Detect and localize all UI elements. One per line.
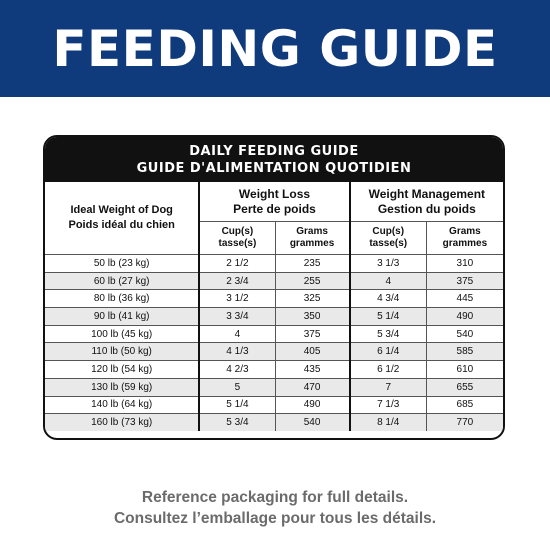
loss-grams-cell: 325 [274, 289, 351, 309]
weight-cell: 110 lb (50 kg) [45, 342, 201, 362]
weight-loss-fr: Perte de poids [233, 201, 316, 216]
page-title: FEEDING GUIDE [52, 19, 498, 78]
footer-note-fr: Consultez l’emballage pour tous les déta… [113, 510, 437, 527]
loss-cups-en: Cup(s) [221, 226, 254, 237]
loss-cups-cell: 3 3/4 [198, 307, 276, 326]
mgmt-grams-header: Grams grammes [425, 221, 503, 255]
mgmt-cups-cell: 8 1/4 [349, 413, 427, 431]
table-row: 60 lb (27 kg) 2 3/4 255 4 375 [45, 271, 503, 291]
footer-note: Reference packaging for full details. Co… [0, 487, 550, 529]
loss-grams-cell: 350 [274, 307, 351, 326]
weight-management-en: Weight Management [368, 186, 486, 201]
mgmt-cups-cell: 4 [349, 271, 427, 291]
mgmt-cups-header: Cup(s) tasse(s) [349, 221, 427, 255]
mgmt-grams-cell: 375 [425, 271, 503, 291]
loss-cups-header: Cup(s) tasse(s) [199, 221, 276, 255]
table-row: 160 lb (73 kg) 5 3/4 540 8 1/4 770 [45, 413, 503, 431]
weight-cell: 140 lb (64 kg) [45, 395, 201, 415]
mgmt-grams-fr: grammes [442, 238, 488, 249]
loss-grams-cell: 235 [274, 254, 351, 273]
mgmt-cups-cell: 7 [349, 377, 427, 397]
mgmt-grams-cell: 310 [425, 254, 503, 273]
loss-grams-header: Grams grammes [274, 221, 351, 255]
mgmt-cups-cell: 5 1/4 [349, 307, 427, 326]
card-title-fr: GUIDE D'ALIMENTATION QUOTIDIEN [136, 160, 412, 176]
weight-management-header: Weight Management Gestion du poids [349, 182, 503, 222]
mgmt-cups-cell: 7 1/3 [349, 395, 427, 415]
feeding-guide-card: DAILY FEEDING GUIDE GUIDE D'ALIMENTATION… [43, 135, 505, 440]
mgmt-grams-cell: 490 [425, 307, 503, 326]
loss-grams-cell: 470 [274, 377, 351, 397]
loss-cups-cell: 3 1/2 [198, 289, 276, 309]
weight-cell: 90 lb (41 kg) [45, 307, 201, 326]
mgmt-grams-cell: 655 [425, 377, 503, 397]
table-row: 100 lb (45 kg) 4 375 5 3/4 540 [45, 324, 503, 344]
loss-cups-cell: 4 1/3 [198, 342, 276, 362]
weight-cell: 120 lb (54 kg) [45, 360, 201, 379]
table-row: 50 lb (23 kg) 2 1/2 235 3 1/3 310 [45, 254, 503, 273]
footer-note-en: Reference packaging for full details. [141, 489, 409, 506]
weight-cell: 60 lb (27 kg) [45, 271, 201, 291]
weight-cell: 50 lb (23 kg) [45, 254, 201, 273]
table-row: 130 lb (59 kg) 5 470 7 655 [45, 377, 503, 397]
loss-cups-cell: 2 1/2 [198, 254, 276, 273]
card-header: DAILY FEEDING GUIDE GUIDE D'ALIMENTATION… [45, 137, 503, 182]
table-row: 140 lb (64 kg) 5 1/4 490 7 1/3 685 [45, 395, 503, 415]
loss-cups-cell: 4 [198, 324, 276, 344]
card-title-en: DAILY FEEDING GUIDE [189, 143, 359, 159]
loss-cups-fr: tasse(s) [218, 238, 257, 249]
mgmt-grams-cell: 610 [425, 360, 503, 379]
loss-grams-fr: grammes [289, 238, 335, 249]
loss-grams-cell: 375 [274, 324, 351, 344]
loss-grams-en: Grams [296, 226, 328, 237]
loss-cups-cell: 5 3/4 [198, 413, 276, 431]
header-banner: FEEDING GUIDE [0, 0, 550, 97]
mgmt-grams-cell: 770 [425, 413, 503, 431]
loss-grams-cell: 435 [274, 360, 351, 379]
mgmt-cups-cell: 3 1/3 [349, 254, 427, 273]
weight-loss-en: Weight Loss [238, 186, 311, 201]
mgmt-grams-en: Grams [449, 226, 481, 237]
mgmt-grams-cell: 540 [425, 324, 503, 344]
mgmt-grams-cell: 585 [425, 342, 503, 362]
mgmt-grams-cell: 445 [425, 289, 503, 309]
mgmt-cups-cell: 6 1/4 [349, 342, 427, 362]
mgmt-cups-en: Cup(s) [372, 226, 405, 237]
weight-cell: 100 lb (45 kg) [45, 324, 201, 344]
weight-loss-header: Weight Loss Perte de poids [198, 182, 351, 222]
loss-cups-cell: 5 [198, 377, 276, 397]
weight-column-header: Ideal Weight of Dog Poids idéal du chien [45, 182, 201, 255]
feeding-table: Ideal Weight of Dog Poids idéal du chien… [45, 182, 503, 431]
table-row: 90 lb (41 kg) 3 3/4 350 5 1/4 490 [45, 307, 503, 326]
weight-header-fr: Poids idéal du chien [68, 219, 175, 231]
loss-grams-cell: 540 [274, 413, 351, 431]
loss-cups-cell: 4 2/3 [198, 360, 276, 379]
weight-cell: 130 lb (59 kg) [45, 377, 201, 397]
mgmt-grams-cell: 685 [425, 395, 503, 415]
mgmt-cups-cell: 6 1/2 [349, 360, 427, 379]
loss-grams-cell: 255 [274, 271, 351, 291]
mgmt-cups-cell: 5 3/4 [349, 324, 427, 344]
table-row: 120 lb (54 kg) 4 2/3 435 6 1/2 610 [45, 360, 503, 379]
weight-header-en: Ideal Weight of Dog [70, 204, 173, 216]
weight-cell: 160 lb (73 kg) [45, 413, 201, 431]
loss-cups-cell: 2 3/4 [198, 271, 276, 291]
table-row: 80 lb (36 kg) 3 1/2 325 4 3/4 445 [45, 289, 503, 309]
loss-cups-cell: 5 1/4 [198, 395, 276, 415]
table-row: 110 lb (50 kg) 4 1/3 405 6 1/4 585 [45, 342, 503, 362]
mgmt-cups-cell: 4 3/4 [349, 289, 427, 309]
mgmt-cups-fr: tasse(s) [369, 238, 408, 249]
loss-grams-cell: 490 [274, 395, 351, 415]
weight-cell: 80 lb (36 kg) [45, 289, 201, 309]
weight-management-fr: Gestion du poids [377, 201, 476, 216]
loss-grams-cell: 405 [274, 342, 351, 362]
